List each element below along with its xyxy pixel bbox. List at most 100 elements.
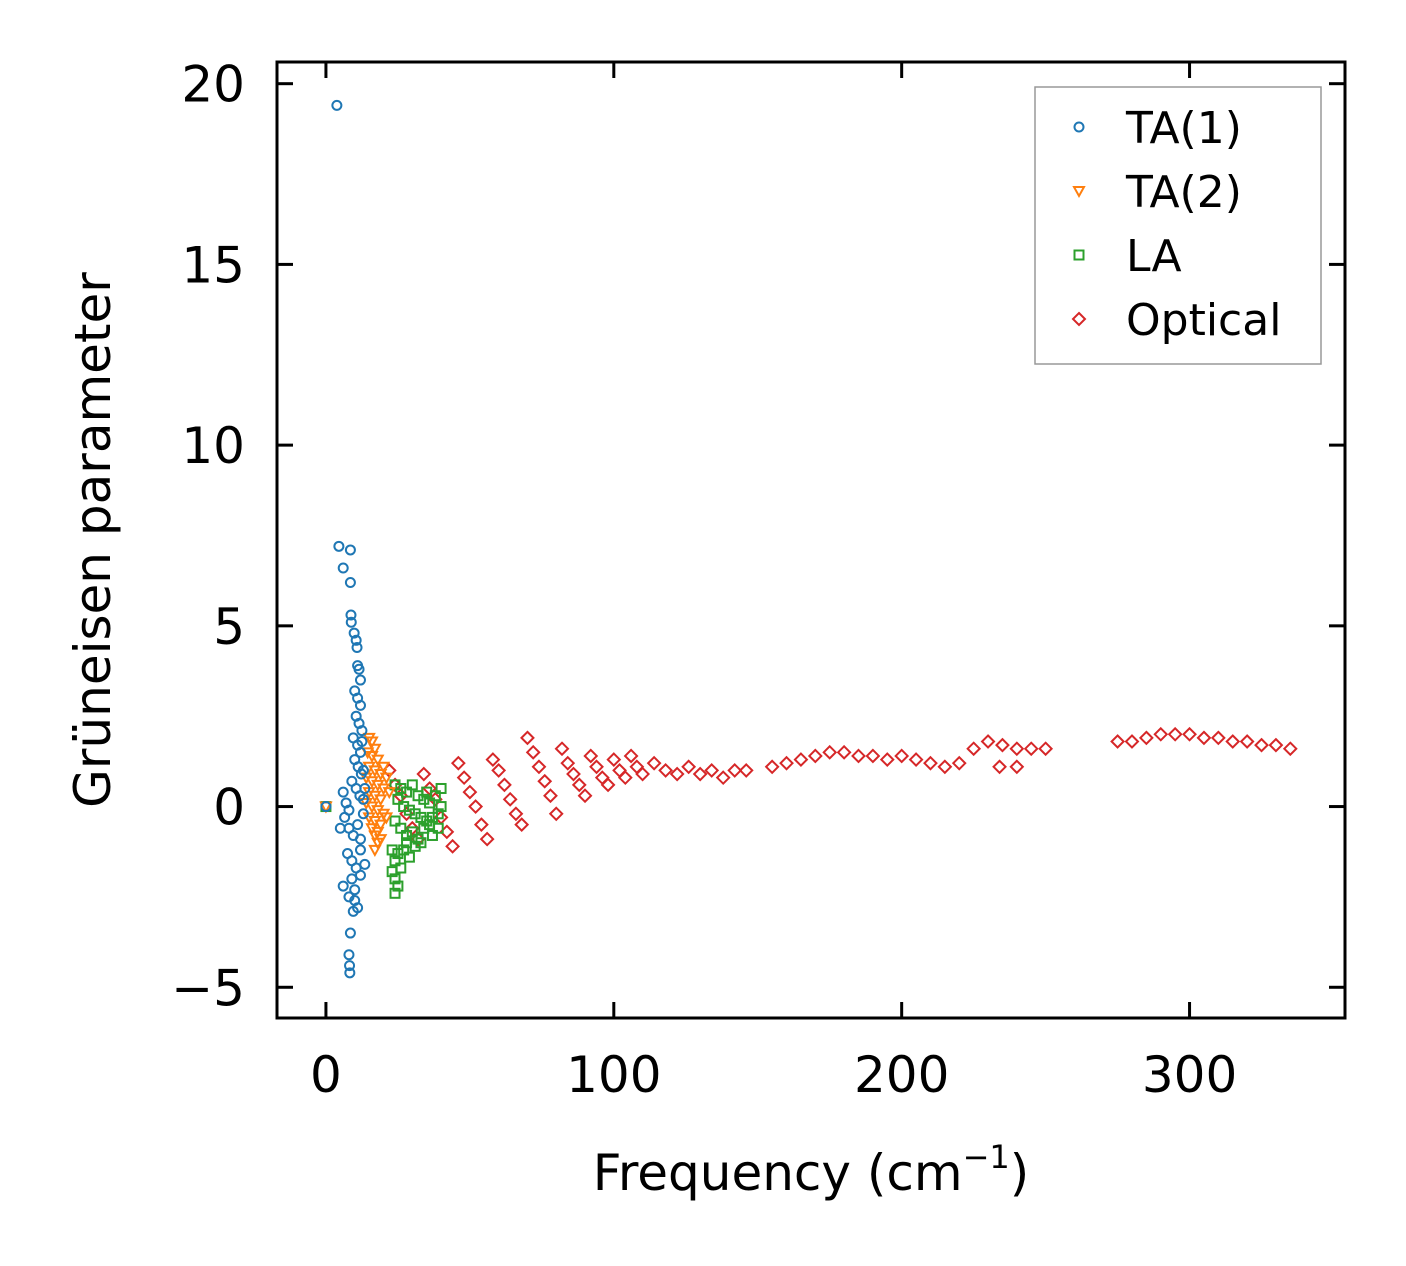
data-point — [1282, 741, 1298, 757]
data-point — [403, 851, 415, 863]
data-point — [435, 782, 447, 794]
y-axis-label: Grüneisen parameter — [64, 272, 122, 808]
data-point — [347, 905, 359, 917]
data-point — [537, 773, 553, 789]
data-point — [351, 642, 363, 654]
data-point — [339, 811, 351, 823]
data-point — [320, 801, 332, 813]
data-point — [635, 766, 651, 782]
data-point — [822, 744, 838, 760]
data-point — [779, 755, 794, 771]
data-point — [1038, 741, 1054, 757]
data-point — [354, 746, 366, 758]
data-point — [715, 770, 731, 786]
legend-label: TA(2) — [1125, 167, 1242, 218]
data-point — [1138, 730, 1154, 746]
legend-label: Optical — [1126, 295, 1281, 346]
data-point — [392, 880, 404, 892]
legend-entry: TA(1) — [1073, 103, 1242, 154]
data-point — [379, 772, 394, 785]
data-point — [704, 763, 720, 778]
data-point — [376, 761, 391, 774]
data-point — [337, 786, 349, 798]
data-point — [395, 822, 407, 834]
data-point — [422, 781, 437, 796]
data-point — [1239, 734, 1255, 749]
data-point — [560, 755, 576, 771]
data-point — [401, 786, 413, 798]
data-point — [485, 752, 501, 767]
data-point — [359, 858, 371, 870]
data-point — [379, 812, 394, 825]
data-point — [357, 808, 369, 820]
data-point — [406, 826, 418, 838]
data-point — [793, 752, 809, 767]
data-point — [1153, 726, 1169, 742]
data-point — [331, 99, 343, 111]
legend-marker — [1071, 311, 1087, 327]
data-point — [373, 819, 388, 832]
data-point — [343, 949, 355, 961]
data-point — [354, 699, 366, 711]
data-point — [344, 576, 356, 588]
y-tick-label: 20 — [181, 56, 245, 114]
data-point — [1196, 730, 1212, 746]
data-point — [371, 754, 385, 767]
data-point — [1210, 730, 1226, 746]
data-point — [415, 837, 427, 849]
data-point — [398, 844, 410, 856]
data-point — [514, 817, 530, 833]
data-point — [354, 844, 366, 856]
data-point — [992, 759, 1007, 775]
y-tick-label: 15 — [181, 236, 245, 294]
data-point — [346, 873, 358, 885]
data-point — [554, 741, 570, 757]
legend-entry: Optical — [1071, 295, 1281, 346]
data-point — [344, 927, 356, 939]
data-point — [600, 777, 616, 793]
data-point — [606, 752, 622, 767]
data-point — [345, 616, 357, 628]
data-point — [669, 766, 685, 782]
data-point — [851, 748, 866, 764]
x-tick-label: 100 — [566, 1046, 661, 1104]
data-point — [623, 748, 639, 764]
data-point — [1124, 734, 1140, 749]
data-point — [344, 967, 356, 979]
legend-entry: LA — [1073, 231, 1182, 282]
series-layer — [319, 99, 1298, 979]
data-point — [359, 782, 371, 794]
y-tick-label: 0 — [213, 779, 245, 837]
data-point — [1254, 737, 1269, 753]
data-point — [764, 759, 780, 775]
legend-entry: TA(2) — [1072, 167, 1242, 218]
legend: TA(1) TA(2) LA Optical — [1034, 86, 1322, 365]
data-point — [389, 855, 401, 867]
data-point — [344, 960, 356, 972]
ticks-layer: 0 100 200 300 −5 0 5 10 15 20 — [171, 56, 1345, 1104]
x-tick-label: 300 — [1142, 1046, 1237, 1104]
data-point — [543, 788, 558, 804]
data-point — [435, 801, 447, 813]
data-point — [382, 787, 396, 800]
data-point — [350, 634, 362, 646]
data-point — [432, 822, 444, 834]
data-point — [577, 788, 593, 804]
data-point — [450, 755, 466, 771]
data-point — [389, 815, 401, 827]
x-axis-label: Frequency (cm−1) — [593, 1138, 1030, 1202]
data-point — [1023, 741, 1039, 757]
data-point — [966, 741, 982, 757]
data-point — [404, 820, 420, 836]
data-point — [1009, 741, 1025, 757]
data-point — [937, 759, 953, 775]
data-point — [525, 744, 541, 760]
legend-marker — [1073, 249, 1085, 261]
x-tick-label: 0 — [310, 1046, 342, 1104]
data-point — [1225, 734, 1241, 749]
data-point — [548, 806, 564, 822]
data-point — [1167, 726, 1183, 742]
x-axis-label-superscript: −1 — [963, 1138, 1010, 1176]
data-point — [337, 880, 349, 892]
data-point — [373, 794, 388, 807]
